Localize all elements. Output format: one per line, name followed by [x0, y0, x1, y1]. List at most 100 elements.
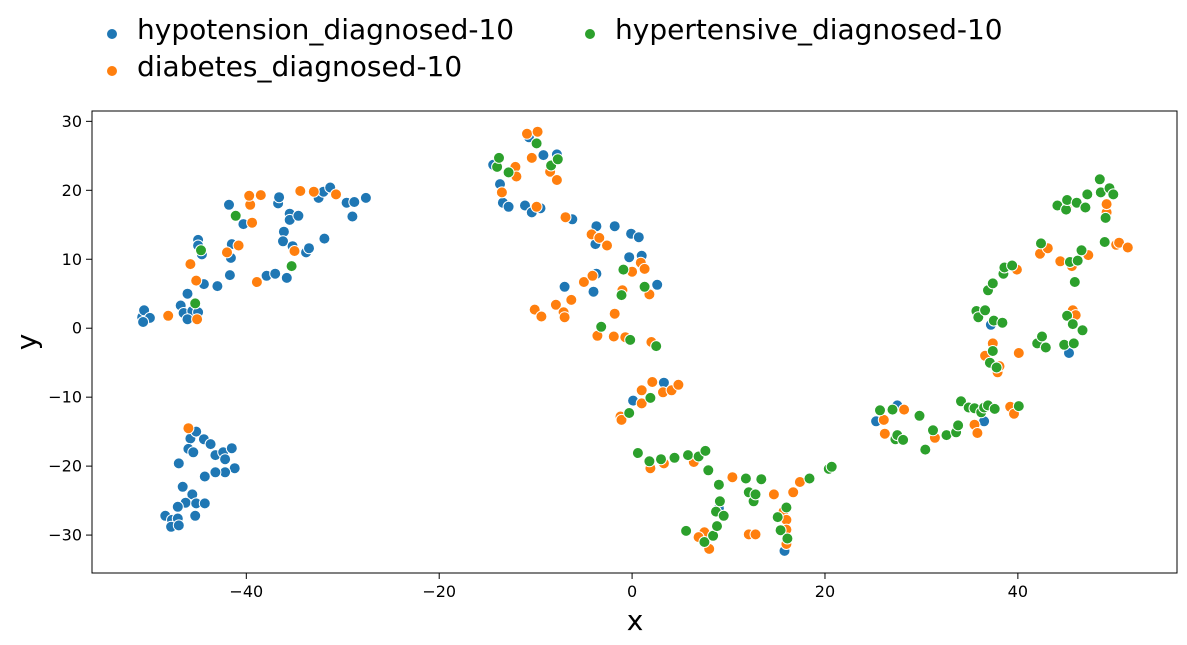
data-point	[638, 280, 651, 293]
data-point	[184, 258, 197, 271]
data-point	[672, 378, 685, 391]
data-point	[198, 497, 211, 510]
legend-marker	[584, 28, 596, 40]
data-point	[346, 210, 359, 223]
data-point	[1079, 201, 1092, 214]
y-tick-label: −10	[48, 388, 82, 407]
data-point	[176, 480, 189, 493]
data-point	[717, 509, 730, 522]
x-axis-ticks: −40 −20 0 20 40	[229, 573, 1028, 601]
data-points	[136, 125, 1134, 557]
data-point	[195, 244, 207, 257]
data-point	[348, 196, 361, 208]
data-point	[624, 333, 637, 346]
data-point	[617, 263, 630, 276]
data-point	[698, 536, 711, 548]
data-point	[913, 409, 926, 422]
data-point	[1006, 259, 1019, 272]
data-point	[1121, 241, 1134, 254]
data-point	[577, 276, 590, 288]
data-point	[615, 413, 628, 426]
data-point	[739, 472, 752, 485]
data-point	[502, 166, 515, 179]
data-point	[1039, 341, 1052, 354]
data-point	[646, 376, 659, 388]
data-point	[493, 151, 505, 164]
data-point	[780, 501, 793, 514]
data-point	[558, 311, 571, 324]
data-point	[198, 470, 211, 483]
data-point	[558, 280, 571, 293]
legend-marker	[106, 28, 118, 40]
data-point	[549, 298, 562, 311]
data-point	[608, 307, 621, 320]
data-point	[535, 310, 548, 323]
data-point	[615, 289, 628, 302]
data-point	[1068, 276, 1081, 288]
data-point	[699, 444, 712, 457]
data-point	[803, 472, 816, 485]
data-point	[172, 457, 185, 470]
data-point	[182, 422, 195, 435]
x-tick-label: 20	[815, 582, 835, 601]
data-point	[749, 528, 762, 541]
x-tick-label: −20	[422, 582, 456, 601]
data-point	[650, 340, 663, 353]
data-point	[551, 153, 564, 166]
data-point	[986, 277, 999, 290]
data-point	[1099, 211, 1112, 224]
data-point	[229, 209, 242, 222]
data-point	[1071, 254, 1084, 267]
data-point	[1076, 324, 1089, 337]
y-tick-label: −30	[48, 526, 82, 545]
data-point	[644, 391, 657, 404]
data-point	[682, 449, 694, 462]
data-point	[531, 125, 544, 138]
data-point	[608, 220, 621, 233]
data-point	[651, 278, 664, 291]
data-point	[787, 486, 800, 499]
data-point	[525, 151, 538, 164]
data-point	[1061, 309, 1074, 322]
data-point	[137, 316, 150, 328]
data-point	[1107, 188, 1120, 201]
legend-marker	[106, 65, 118, 77]
data-point	[825, 460, 838, 473]
data-point	[521, 127, 533, 140]
data-point	[223, 198, 235, 211]
data-point	[530, 200, 543, 213]
data-point	[288, 245, 301, 257]
data-point	[878, 427, 891, 440]
data-point	[996, 316, 1009, 329]
y-tick-label: 20	[62, 181, 82, 200]
data-point	[243, 189, 256, 202]
data-point	[632, 231, 645, 244]
data-point	[232, 239, 245, 252]
data-point	[607, 330, 620, 343]
y-tick-label: −20	[48, 457, 82, 476]
data-point	[318, 232, 331, 245]
data-point	[711, 520, 723, 533]
data-point	[292, 209, 305, 222]
legend: hypotension_diagnosed-10 diabetes_diagnos…	[106, 13, 1003, 83]
data-point	[1093, 173, 1106, 186]
y-tick-label: 30	[62, 112, 82, 131]
data-point	[874, 404, 886, 417]
data-point	[1012, 400, 1025, 413]
x-tick-label: 40	[1008, 582, 1028, 601]
y-tick-label: 10	[62, 250, 82, 269]
y-axis-ticks: −30 −20 −10 0 10 20 30	[48, 112, 92, 545]
data-point	[190, 274, 203, 287]
data-point	[502, 200, 515, 213]
data-point	[979, 304, 992, 317]
data-point	[927, 424, 939, 437]
x-tick-label: 0	[627, 582, 637, 601]
data-point	[1067, 337, 1080, 350]
data-point	[726, 471, 739, 484]
data-point	[713, 495, 726, 508]
data-point	[565, 293, 578, 306]
data-point	[285, 260, 298, 273]
data-point	[330, 188, 342, 201]
data-point	[586, 269, 599, 282]
